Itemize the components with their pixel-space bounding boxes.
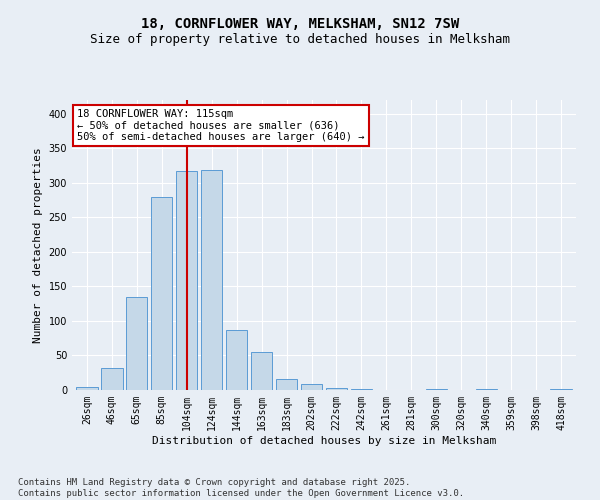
Bar xyxy=(326,388,347,390)
Bar xyxy=(550,388,572,390)
Bar xyxy=(276,379,297,390)
Bar xyxy=(76,386,98,390)
Text: Contains HM Land Registry data © Crown copyright and database right 2025.
Contai: Contains HM Land Registry data © Crown c… xyxy=(18,478,464,498)
Bar xyxy=(176,171,197,390)
Bar xyxy=(151,196,172,390)
Bar xyxy=(251,352,272,390)
Bar xyxy=(301,384,322,390)
Text: 18 CORNFLOWER WAY: 115sqm
← 50% of detached houses are smaller (636)
50% of semi: 18 CORNFLOWER WAY: 115sqm ← 50% of detac… xyxy=(77,108,365,142)
Bar xyxy=(201,170,223,390)
Text: 18, CORNFLOWER WAY, MELKSHAM, SN12 7SW: 18, CORNFLOWER WAY, MELKSHAM, SN12 7SW xyxy=(141,18,459,32)
X-axis label: Distribution of detached houses by size in Melksham: Distribution of detached houses by size … xyxy=(152,436,496,446)
Bar xyxy=(226,330,247,390)
Text: Size of property relative to detached houses in Melksham: Size of property relative to detached ho… xyxy=(90,32,510,46)
Bar xyxy=(126,297,148,390)
Y-axis label: Number of detached properties: Number of detached properties xyxy=(33,147,43,343)
Bar xyxy=(101,368,122,390)
